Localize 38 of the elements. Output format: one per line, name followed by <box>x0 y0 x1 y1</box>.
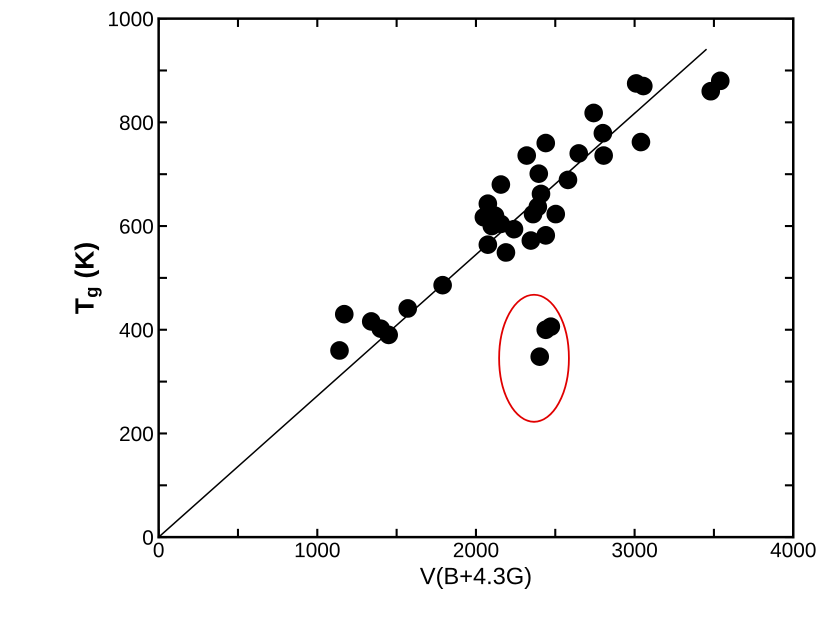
y-tick-label: 0 <box>143 530 153 545</box>
y-axis-title: T$_{g}$ (K) <box>74 243 102 314</box>
point <box>536 134 556 152</box>
point <box>478 235 498 254</box>
point <box>558 170 578 190</box>
point <box>632 132 650 152</box>
x-tick-label: 4000 <box>770 542 816 558</box>
point <box>532 184 550 204</box>
point <box>594 146 613 165</box>
y-tick-label: 1000 <box>109 12 153 26</box>
y-tick-label: 600 <box>120 219 153 234</box>
point <box>492 175 510 194</box>
point <box>330 341 349 360</box>
point <box>433 276 452 294</box>
x-tick-label: 3000 <box>612 542 657 558</box>
y-tick-label: 400 <box>120 322 153 338</box>
point <box>334 304 354 324</box>
point <box>710 72 730 90</box>
point <box>398 299 418 318</box>
point <box>530 347 550 366</box>
point <box>542 317 560 336</box>
point <box>522 231 540 250</box>
point <box>569 144 588 163</box>
x-tick-label: 0 <box>154 542 164 558</box>
x-axis-title: V(B+4.3G) <box>420 567 531 589</box>
point <box>546 204 566 224</box>
point <box>517 146 536 165</box>
point <box>584 104 603 122</box>
point <box>496 243 516 262</box>
point <box>529 164 548 183</box>
point <box>594 124 612 143</box>
x-tick-label: 2000 <box>454 542 498 558</box>
y-tick-label: 800 <box>120 115 153 130</box>
point <box>504 220 524 238</box>
point <box>536 226 556 245</box>
y-tick-label: 200 <box>120 426 153 442</box>
point <box>379 326 398 344</box>
x-tick-label: 1000 <box>296 542 340 558</box>
